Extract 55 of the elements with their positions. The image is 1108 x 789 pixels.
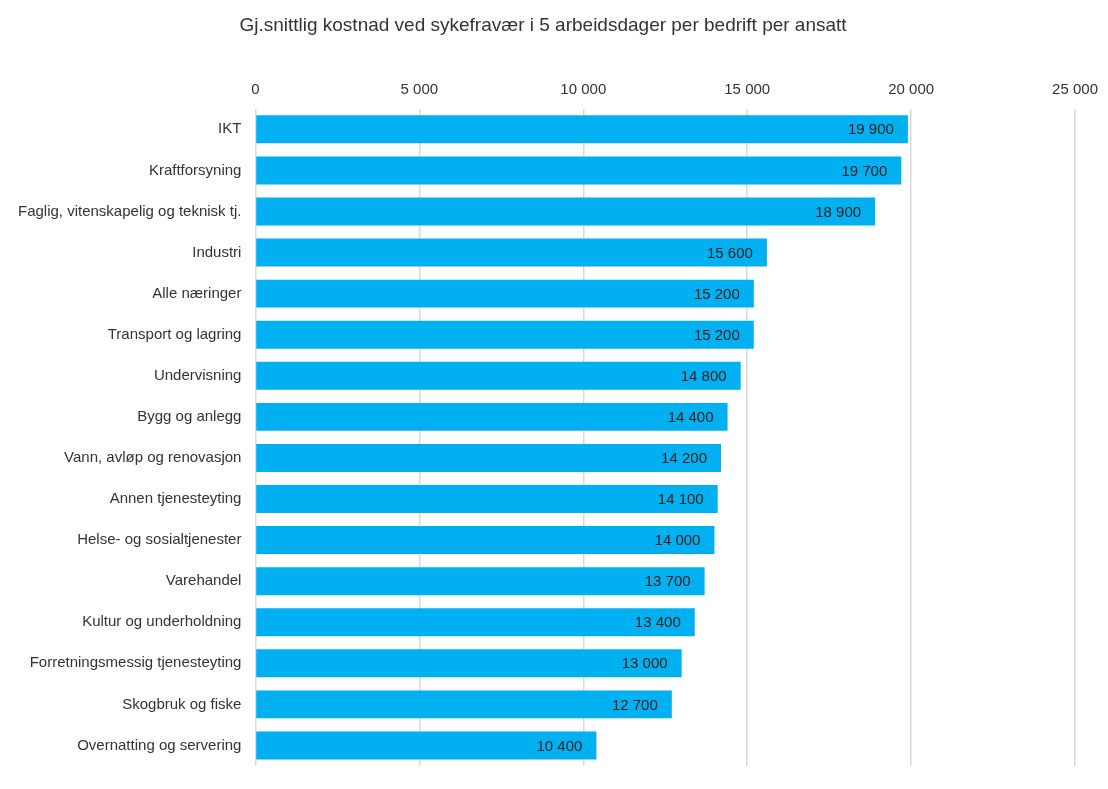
y-tick-label: Alle næringer — [152, 283, 242, 301]
bar — [256, 115, 908, 144]
bar — [256, 690, 672, 719]
y-tick-label: Overnatting og servering — [77, 735, 242, 753]
bar — [256, 361, 741, 390]
bar — [256, 320, 754, 349]
data-label: 10 400 — [536, 736, 583, 754]
data-label: 12 700 — [611, 695, 658, 713]
bar — [256, 402, 728, 431]
bar — [256, 238, 767, 267]
y-tick-label: Kraftforsyning — [148, 160, 242, 178]
x-tick-label: 25 000 — [1052, 79, 1099, 97]
y-tick-label: Forretningsmessig tjenesteyting — [29, 653, 242, 671]
data-label: 19 900 — [847, 120, 894, 138]
y-tick-label: Helse- og sosialtjenester — [77, 530, 242, 548]
data-label: 13 700 — [644, 572, 691, 590]
bar — [256, 567, 705, 596]
data-label: 14 200 — [661, 449, 707, 467]
data-label: 13 400 — [634, 613, 681, 631]
data-label: 15 200 — [693, 284, 740, 302]
y-tick-label: Skogbruk og fiske — [122, 694, 242, 712]
bar — [256, 526, 715, 555]
bar — [256, 279, 754, 308]
bar — [256, 485, 718, 513]
data-label: 14 800 — [680, 366, 727, 384]
bar — [256, 731, 597, 760]
bar — [256, 649, 682, 678]
x-tick-label: 0 — [251, 79, 260, 97]
bar — [256, 197, 876, 226]
data-label: 15 600 — [707, 243, 753, 261]
bar — [256, 156, 902, 185]
data-label: 19 700 — [841, 161, 888, 179]
x-tick-label: 10 000 — [560, 79, 607, 97]
x-tick-label: 20 000 — [888, 79, 935, 97]
y-tick-label: Industri — [192, 242, 242, 260]
y-tick-label: Bygg og anlegg — [137, 407, 242, 424]
data-label: 13 000 — [621, 654, 668, 672]
x-tick-label: 5 000 — [400, 79, 439, 97]
y-tick-label: Undervisning — [153, 365, 242, 383]
bar — [256, 608, 695, 637]
y-tick-label: Transport og lagring — [107, 324, 242, 342]
y-tick-label: Kultur og underholdning — [82, 612, 242, 630]
data-label: 14 400 — [667, 408, 714, 425]
bar — [256, 443, 721, 472]
data-label: 18 900 — [815, 202, 862, 220]
y-tick-label: Faglig, vitenskapelig og teknisk tj. — [17, 201, 242, 219]
y-tick-label: Varehandel — [165, 571, 242, 589]
y-tick-label: IKT — [218, 119, 242, 137]
data-label: 14 000 — [654, 531, 701, 549]
x-tick-label: 15 000 — [724, 79, 771, 97]
data-label: 15 200 — [693, 325, 740, 343]
data-label: 14 100 — [657, 490, 704, 508]
y-tick-label: Annen tjenesteyting — [109, 489, 242, 507]
chart-title: Gj.snittlig kostnad ved sykefravær i 5 arbeidsdager per bedrift per ansatt — [239, 13, 848, 35]
y-tick-label: Vann, avløp og renovasjon — [64, 448, 242, 466]
